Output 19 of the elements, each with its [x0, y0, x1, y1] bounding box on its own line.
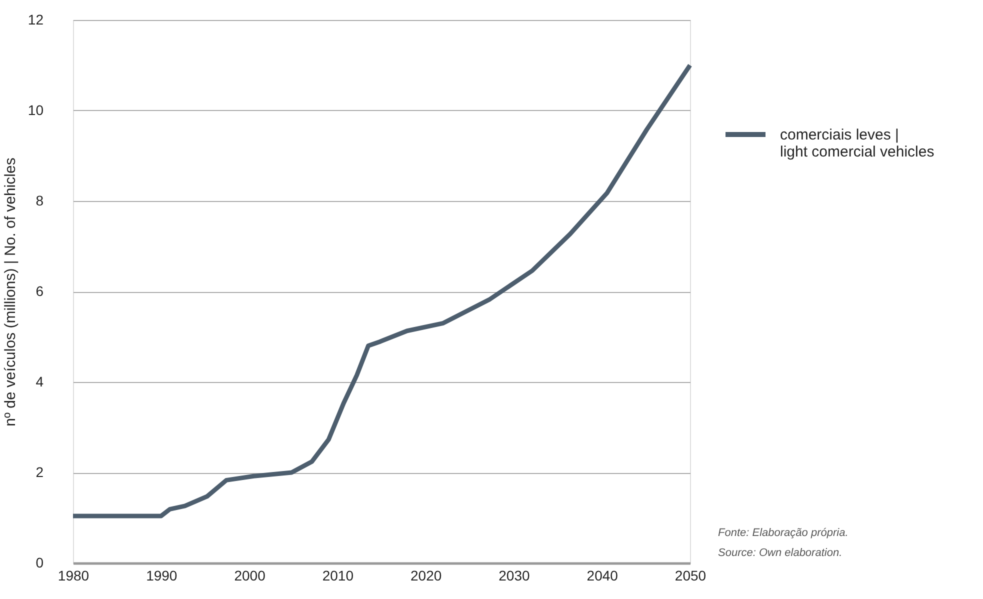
x-tick-label: 2010 [322, 568, 354, 584]
y-tick-label: 12 [28, 12, 44, 28]
x-tick-label: 1980 [58, 568, 90, 584]
x-tick-label: 2040 [586, 568, 618, 584]
source-note: Fonte: Elaboração própria. [718, 527, 848, 539]
y-tick-label: 6 [36, 283, 44, 299]
y-tick-label: 4 [36, 374, 44, 390]
y-axis-title: nº de veículos (millions) | No. of vehicles [2, 158, 19, 426]
y-tick-label: 2 [36, 464, 44, 480]
y-tick-label: 0 [36, 554, 44, 570]
x-tick-label: 2020 [410, 568, 442, 584]
source-note: Source: Own elaboration. [718, 547, 842, 559]
x-tick-label: 2000 [234, 568, 266, 584]
x-tick-label: 1990 [146, 568, 178, 584]
legend-label: comerciais leves | light comercial vehicles [780, 126, 934, 160]
y-tick-label: 8 [36, 192, 44, 208]
x-tick-label: 2050 [674, 568, 706, 584]
x-tick-label: 2030 [498, 568, 530, 584]
y-tick-label: 10 [28, 102, 44, 118]
